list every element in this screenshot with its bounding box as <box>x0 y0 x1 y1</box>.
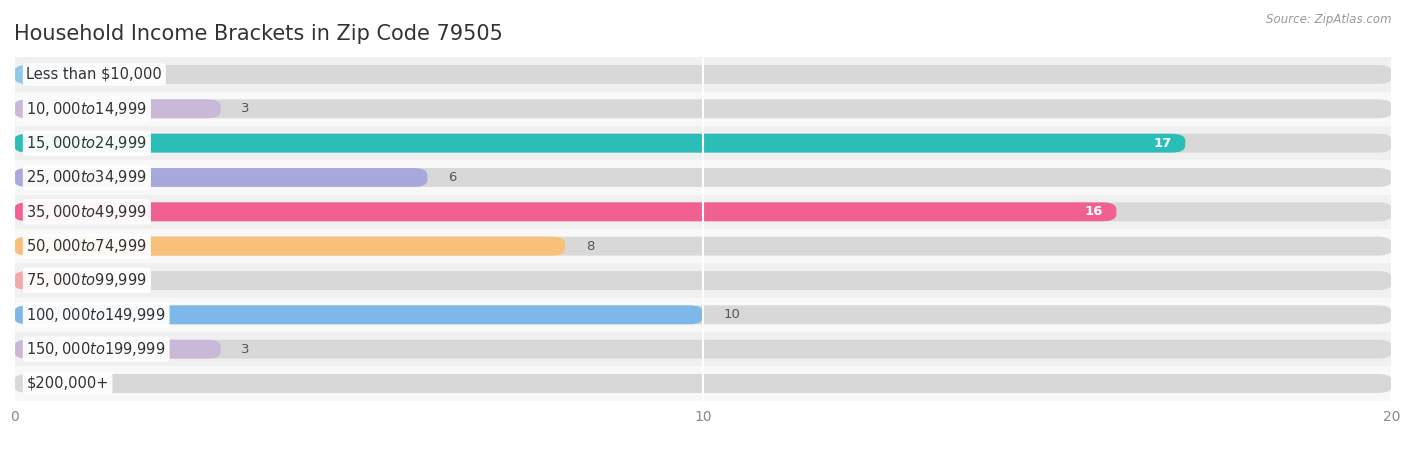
FancyBboxPatch shape <box>14 65 1392 84</box>
Bar <box>0 160 1406 195</box>
FancyBboxPatch shape <box>14 99 221 118</box>
FancyBboxPatch shape <box>14 305 703 324</box>
Text: 16: 16 <box>1084 205 1102 218</box>
FancyBboxPatch shape <box>14 271 83 290</box>
FancyBboxPatch shape <box>14 99 1392 118</box>
Bar <box>0 126 1406 160</box>
Bar <box>0 332 1406 366</box>
FancyBboxPatch shape <box>14 134 1185 153</box>
Text: Less than $10,000: Less than $10,000 <box>27 67 162 82</box>
FancyBboxPatch shape <box>14 271 1392 290</box>
FancyBboxPatch shape <box>14 237 1392 255</box>
Text: 1: 1 <box>104 274 112 287</box>
Text: $100,000 to $149,999: $100,000 to $149,999 <box>27 306 166 324</box>
FancyBboxPatch shape <box>14 374 1392 393</box>
FancyBboxPatch shape <box>14 305 1392 324</box>
Text: 17: 17 <box>1153 136 1171 150</box>
Text: $150,000 to $199,999: $150,000 to $199,999 <box>27 340 166 358</box>
Bar <box>0 263 1406 298</box>
Text: $200,000+: $200,000+ <box>27 376 108 391</box>
Text: 6: 6 <box>449 171 457 184</box>
FancyBboxPatch shape <box>14 65 83 84</box>
FancyBboxPatch shape <box>14 134 1392 153</box>
FancyBboxPatch shape <box>14 340 1392 359</box>
Text: 0: 0 <box>35 377 44 390</box>
Text: 1: 1 <box>104 68 112 81</box>
FancyBboxPatch shape <box>14 237 565 255</box>
Text: $15,000 to $24,999: $15,000 to $24,999 <box>27 134 148 152</box>
Bar <box>0 57 1406 92</box>
Text: Source: ZipAtlas.com: Source: ZipAtlas.com <box>1267 13 1392 26</box>
Text: $35,000 to $49,999: $35,000 to $49,999 <box>27 203 148 221</box>
FancyBboxPatch shape <box>14 202 1116 221</box>
Bar <box>0 92 1406 126</box>
Bar <box>0 298 1406 332</box>
Text: $75,000 to $99,999: $75,000 to $99,999 <box>27 272 148 290</box>
Text: 10: 10 <box>724 308 741 321</box>
Text: 3: 3 <box>242 343 250 356</box>
Bar <box>0 195 1406 229</box>
FancyBboxPatch shape <box>14 168 427 187</box>
FancyBboxPatch shape <box>14 168 1392 187</box>
Text: $25,000 to $34,999: $25,000 to $34,999 <box>27 168 148 186</box>
Text: 3: 3 <box>242 102 250 115</box>
FancyBboxPatch shape <box>14 202 1392 221</box>
Text: 8: 8 <box>586 240 595 253</box>
Bar <box>0 229 1406 263</box>
Bar <box>0 366 1406 401</box>
Text: Household Income Brackets in Zip Code 79505: Household Income Brackets in Zip Code 79… <box>14 24 503 44</box>
Text: $50,000 to $74,999: $50,000 to $74,999 <box>27 237 148 255</box>
FancyBboxPatch shape <box>14 340 221 359</box>
Text: $10,000 to $14,999: $10,000 to $14,999 <box>27 100 148 118</box>
